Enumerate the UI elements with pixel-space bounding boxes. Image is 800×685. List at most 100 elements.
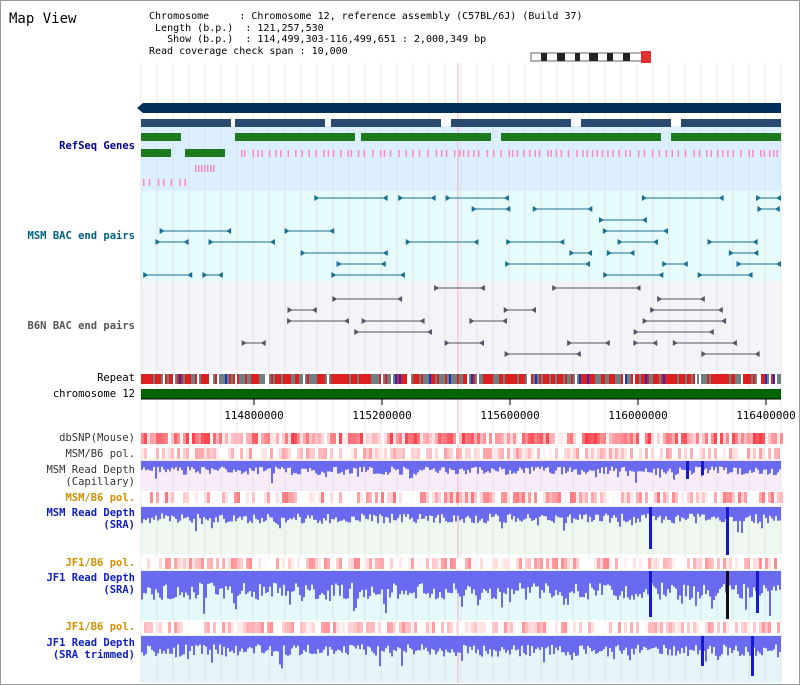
jf1-sra-depth (197, 571, 199, 596)
jf1-b6-polymorphism (471, 622, 474, 633)
jf1-b6-polymorphism (555, 622, 558, 633)
msm-b6-polymorphism (186, 448, 189, 459)
jf1-sra-depth (251, 571, 253, 597)
refseq-gene (453, 150, 456, 157)
jf1-trim-depth (409, 636, 411, 648)
jf1-b6-polymorphism (459, 558, 462, 569)
jf1-b6-polymorphism (345, 558, 348, 569)
jf1-sra-depth (423, 571, 425, 594)
msm-capillary-depth (467, 461, 469, 470)
jf1-b6-polymorphism (705, 558, 708, 569)
msm-b6-polymorphism (144, 492, 147, 503)
msm-b6-polymorphism (387, 492, 390, 503)
dbsnp-density (540, 433, 543, 444)
repeat-element (141, 374, 143, 384)
msm-capillary-depth (315, 461, 317, 474)
dbsnp-density (174, 433, 177, 444)
jf1-trim-depth (173, 636, 175, 648)
jf1-b6-polymorphism (501, 622, 504, 633)
jf1-trim-depth (359, 636, 361, 650)
msm-capillary-depth (373, 461, 375, 474)
dbsnp-density (237, 433, 240, 444)
msm-bac-label[interactable]: MSM BAC end pairs (27, 230, 135, 242)
repeat-element (253, 374, 255, 384)
msm-capillary-depth (193, 461, 195, 469)
repeat-element (671, 374, 673, 384)
msm-capillary-depth (243, 461, 245, 473)
b6n-bac-label[interactable]: B6N BAC end pairs (27, 320, 135, 332)
jf1-b6-polymorphism (651, 558, 654, 569)
msm-b6-polymorphism (147, 492, 150, 503)
jf1-sra-depth (537, 571, 539, 587)
dbsnp-density (375, 433, 378, 444)
msm-sra-depth (697, 507, 699, 514)
dbsnp-density (747, 433, 750, 444)
msm-b6-polymorphism (351, 492, 354, 503)
jf1-b6-polymorphism (201, 558, 204, 569)
dbsnp-density (141, 433, 144, 444)
b6n-bac-pair (260, 340, 266, 346)
msm-b6-polymorphism (642, 492, 645, 503)
refseq-gene (340, 150, 342, 157)
dbsnp-density (621, 433, 624, 444)
msm-bac-pair (208, 239, 214, 245)
jf1-sra-depth (261, 571, 263, 596)
msm-capillary-depth (181, 461, 183, 471)
jf1-b6-polymorphism (492, 622, 495, 633)
dbsnp-density (264, 433, 267, 444)
msm-capillary-depth (497, 461, 499, 472)
msm-sra-depth (731, 507, 733, 518)
msm-b6-polymorphism (585, 492, 588, 503)
jf1-b6-polymorphism (390, 558, 393, 569)
msm-b6-polymorphism (573, 492, 576, 503)
jf1-b6-polymorphism (387, 558, 390, 569)
jf1-b6-polymorphism (288, 622, 291, 633)
refseq-gene (693, 150, 695, 157)
msm-b6-polymorphism (207, 492, 210, 503)
msm-b6-polymorphism (762, 492, 765, 503)
refseq-gene (528, 150, 531, 157)
msm-b6-polymorphism (345, 448, 348, 459)
msm-bac-pair (473, 239, 479, 245)
jf1-b6-polymorphism (210, 622, 213, 633)
refseq-gene (752, 150, 754, 157)
jf1-trim-depth (533, 636, 535, 653)
msm-capillary-depth (647, 461, 649, 473)
msm-sra-depth (143, 507, 145, 520)
repeat-element (355, 374, 357, 384)
repeat-element (391, 374, 393, 384)
jf1-trim-depth (267, 636, 269, 650)
jf1-b6-polymorphism (780, 558, 783, 569)
jf1-b6-polymorphism (435, 558, 438, 569)
repeat-element (217, 374, 219, 384)
msm-capillary-depth (249, 461, 251, 468)
msm-sra-depth (745, 507, 747, 518)
msm-b6-polymorphism (207, 448, 210, 459)
msm-sra-depth (723, 507, 725, 523)
refseq-genes-label[interactable]: RefSeq Genes (59, 140, 135, 152)
msm-b6-polymorphism (162, 492, 165, 503)
repeat-element (429, 374, 431, 384)
jf1-b6-polymorphism (198, 622, 201, 633)
repeat-element (525, 374, 527, 384)
jf1-b6-polymorphism (597, 558, 600, 569)
msm-capillary-depth (637, 461, 639, 472)
repeat-element (179, 374, 181, 384)
msm-b6-polymorphism (480, 448, 483, 459)
refseq-gene (671, 133, 781, 141)
dbsnp-density (249, 433, 252, 444)
msm-capillary-depth (423, 461, 425, 470)
refseq-gene (275, 150, 277, 157)
jf1-sra-depth (449, 571, 451, 593)
b6n-bac-pair (604, 340, 610, 346)
repeat-element (207, 374, 209, 384)
msm-sra-depth (585, 507, 587, 515)
msm-b6-polymorphism (291, 448, 294, 459)
jf1-b6-polymorphism (597, 622, 600, 633)
refseq-gene (586, 150, 588, 157)
repeat-element (259, 374, 261, 384)
jf1-trim-depth (143, 636, 145, 656)
jf1-sra-depth (715, 571, 717, 596)
msm-b6-polymorphism (534, 492, 537, 503)
jf1-b6-polymorphism (735, 558, 738, 569)
